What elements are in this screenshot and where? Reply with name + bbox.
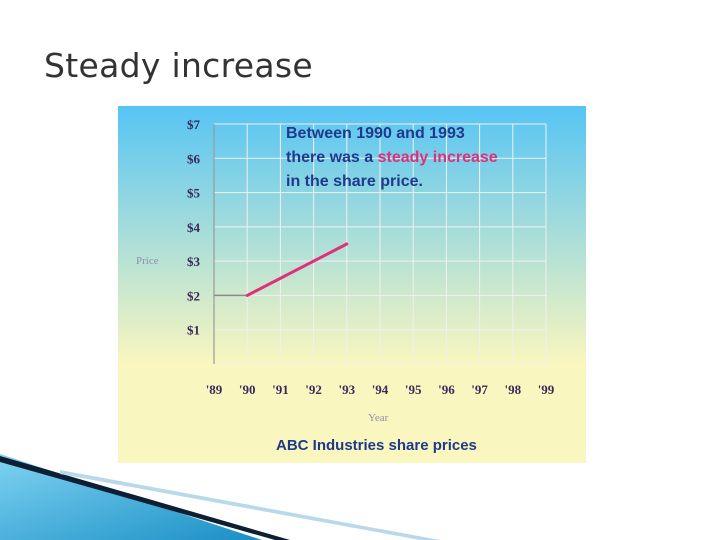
x-tick-label: '94 <box>372 382 389 397</box>
x-axis-title: Year <box>368 412 389 424</box>
y-tick-label: $3 <box>187 254 201 269</box>
annotation-line-3: in the share price. <box>286 173 423 190</box>
x-tick-label: '96 <box>438 382 455 397</box>
y-tick-label: $6 <box>187 151 201 166</box>
x-tick-label: '92 <box>305 382 322 397</box>
chart-panel: $1 $2 $3 $4 $5 $6 $7 '89 '90 '91 '92 '93 '94 '95 '96 '9… <box>118 106 586 463</box>
slide-title: Steady increase <box>44 46 313 85</box>
chart-caption: ABC Industries share prices <box>276 437 477 454</box>
y-axis-title: Price <box>136 255 159 267</box>
y-tick-label: $2 <box>187 288 200 303</box>
share-price-line <box>245 242 349 297</box>
x-tick-label: '90 <box>239 382 256 397</box>
y-tick-label: $1 <box>187 323 200 338</box>
x-tick-label: '93 <box>338 382 355 397</box>
y-tick-label: $7 <box>187 117 201 132</box>
y-tick-label: $4 <box>187 220 201 235</box>
series <box>214 242 349 297</box>
x-tick-label: '99 <box>538 382 555 397</box>
x-tick-label: '89 <box>206 382 223 397</box>
tick-labels: $1 $2 $3 $4 $5 $6 $7 '89 '90 '91 '92 '93 '94 '95 '96 '9… <box>187 117 555 397</box>
annotation-line-2: there was a steady increase <box>286 149 498 166</box>
y-tick-label: $5 <box>187 186 201 201</box>
x-tick-label: '98 <box>504 382 521 397</box>
x-tick-label: '97 <box>471 382 488 397</box>
grid <box>213 123 547 365</box>
x-tick-label: '91 <box>272 382 289 397</box>
x-tick-label: '95 <box>405 382 422 397</box>
chart-background <box>118 106 586 463</box>
annotation-line-1: Between 1990 and 1993 <box>286 125 465 142</box>
annotation-highlight: steady increase <box>378 149 498 166</box>
annotation-line-2-prefix: there was a <box>286 149 378 166</box>
share-price-chart: $1 $2 $3 $4 $5 $6 $7 '89 '90 '91 '92 '93 '94 '95 '96 '9… <box>118 106 586 463</box>
